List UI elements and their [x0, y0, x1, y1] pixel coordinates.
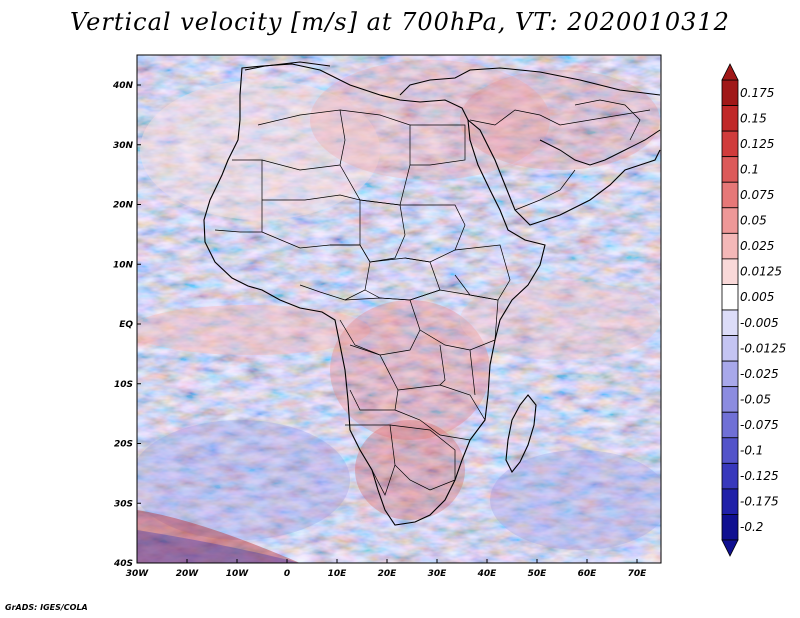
colorbar-swatch — [721, 437, 739, 464]
field-patch — [140, 80, 380, 220]
colorbar-swatch — [721, 488, 739, 515]
coastline-mediterranean — [244, 61, 661, 96]
colorbar-swatch — [721, 360, 739, 388]
colorbar-label: -0.05 — [740, 392, 771, 406]
field-patch — [490, 450, 661, 550]
coastline-arabia — [467, 119, 661, 226]
colorbar-swatch — [721, 207, 739, 234]
field-patch — [137, 510, 300, 563]
colorbar-label: 0.075 — [740, 188, 774, 202]
colorbar-label: 0.125 — [740, 137, 774, 151]
lat-tick-label: 10S — [114, 380, 133, 390]
lon-tick-label: 20W — [176, 569, 200, 579]
lat-tick-label: 20N — [113, 201, 134, 211]
velocity-field-texture — [137, 55, 661, 563]
colorbar: 0.175 0.15 0.125 0.1 0.075 0.05 0.025 0.0125 0.0… — [721, 63, 786, 557]
colorbar-label: -0.005 — [740, 316, 779, 330]
coastline-madagascar — [505, 394, 537, 474]
lon-tick-label: 50E — [528, 569, 548, 579]
colorbar-label: -0.0125 — [740, 341, 786, 355]
colorbar-label: 0.0125 — [740, 265, 782, 279]
lon-tick-label: 70E — [628, 569, 648, 579]
colorbar-label: 0.15 — [740, 111, 767, 125]
lon-tick-label: 0 — [284, 569, 290, 579]
field-patch — [137, 530, 300, 563]
lon-tick-label: 20E — [378, 569, 398, 579]
colorbar-swatch — [721, 79, 739, 106]
chart-title: Vertical velocity [m/s] at 700hPa, VT: 2… — [70, 8, 730, 36]
field-patch — [460, 70, 660, 170]
coastline-africa — [203, 63, 546, 526]
field-patch — [137, 420, 350, 540]
colorbar-label: -0.025 — [740, 367, 779, 381]
colorbar-label: -0.175 — [740, 495, 779, 509]
colorbar-swatch — [721, 335, 739, 362]
colorbar-swatch — [721, 156, 739, 183]
lon-tick-label: 30W — [126, 569, 150, 579]
colorbar-label: -0.125 — [740, 469, 779, 483]
coastline-persian-gulf — [539, 129, 661, 166]
field-patch — [355, 420, 465, 520]
lat-tick-label: 40S — [113, 559, 133, 569]
colorbar-label: 0.05 — [740, 214, 767, 228]
field-patch — [330, 300, 490, 440]
colorbar-label: -0.1 — [740, 444, 763, 458]
lat-tick-label: 20S — [114, 440, 133, 450]
colorbar-swatch — [721, 462, 739, 490]
plot-frame — [136, 54, 662, 564]
lat-tick-label: 10N — [113, 260, 134, 270]
lon-tick-label: 40E — [477, 569, 498, 579]
footer-credit: GrADS: IGES/COLA — [5, 603, 88, 612]
latitude-axis: 40N 30N 20N 10N EQ 10S 20S 30S 40S — [112, 81, 141, 569]
longitude-axis: 30W 20W 10W 0 10E 20E 30E 40E 50E 60E 70E — [126, 559, 647, 579]
map-plot-area — [137, 55, 661, 563]
colorbar-swatch — [721, 284, 739, 311]
lon-tick-label: 10E — [328, 569, 348, 579]
colorbar-label: 0.025 — [740, 239, 774, 253]
colorbar-swatch — [721, 411, 739, 439]
field-patch — [460, 280, 660, 360]
colorbar-swatch — [721, 258, 739, 285]
colorbar-label: 0.1 — [740, 162, 759, 176]
lon-tick-label: 10W — [226, 569, 250, 579]
colorbar-label: -0.075 — [740, 418, 779, 432]
colorbar-swatch — [721, 181, 739, 209]
lon-tick-label: 30E — [428, 569, 448, 579]
colorbar-swatch — [721, 105, 739, 132]
colorbar-top-arrow — [721, 63, 739, 81]
field-patch — [137, 305, 370, 355]
colorbar-swatch — [721, 309, 739, 336]
colorbar-label: 0.175 — [740, 86, 774, 100]
colorbar-label: 0.005 — [740, 290, 774, 304]
lat-tick-label: 30S — [114, 499, 133, 509]
colorbar-bottom-arrow — [721, 539, 739, 557]
lat-tick-label: 30N — [113, 141, 134, 151]
lon-tick-label: 60E — [578, 569, 598, 579]
colorbar-swatch — [721, 386, 739, 413]
colorbar-swatch — [721, 514, 739, 541]
country-borders — [214, 99, 651, 496]
colorbar-label: -0.2 — [740, 520, 763, 534]
lat-tick-label: EQ — [119, 320, 133, 330]
lat-tick-label: 40N — [112, 81, 134, 91]
colorbar-swatch — [721, 130, 739, 158]
colorbar-swatch — [721, 232, 739, 260]
